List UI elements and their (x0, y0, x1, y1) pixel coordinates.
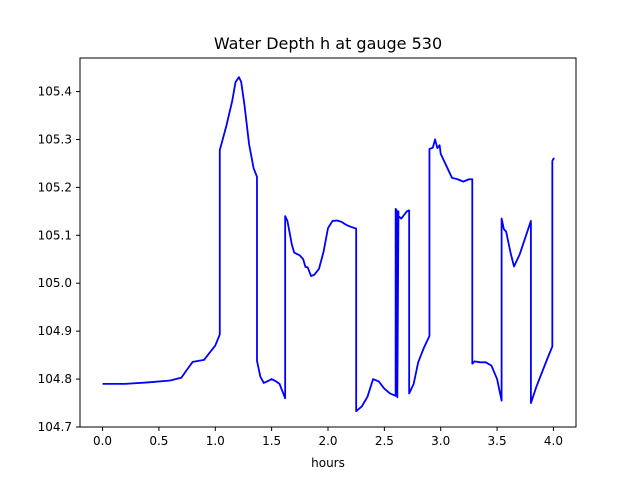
y-tick-label: 105.0 (38, 276, 72, 290)
x-tick-label: 4.0 (544, 434, 563, 448)
x-tick-label: 2.0 (318, 434, 337, 448)
y-tick-label: 105.4 (38, 85, 72, 99)
x-axis-label: hours (311, 456, 345, 470)
chart-title: Water Depth h at gauge 530 (214, 34, 442, 53)
x-tick-label: 3.0 (431, 434, 450, 448)
y-tick-label: 104.9 (38, 324, 72, 338)
y-axis-ticks: 104.7 104.8 104.9 105.0 105.1 105.2 105.3 105.4 (38, 85, 80, 434)
y-tick-label: 105.2 (38, 180, 72, 194)
y-tick-label: 105.1 (38, 228, 72, 242)
y-tick-label: 105.3 (38, 132, 72, 146)
x-tick-label: 1.5 (262, 434, 281, 448)
y-tick-label: 104.7 (38, 420, 72, 434)
y-tick-label: 104.8 (38, 372, 72, 386)
x-tick-label: 3.5 (488, 434, 507, 448)
plot-area (102, 76, 555, 413)
x-tick-label: 1.0 (206, 434, 225, 448)
series-0-line (102, 76, 555, 413)
x-tick-label: 0.5 (149, 434, 168, 448)
x-tick-label: 0.0 (93, 434, 112, 448)
x-tick-label: 2.5 (375, 434, 394, 448)
x-axis-ticks: 0.0 0.5 1.0 1.5 2.0 2.5 3.0 3.5 4.0 (93, 427, 563, 448)
